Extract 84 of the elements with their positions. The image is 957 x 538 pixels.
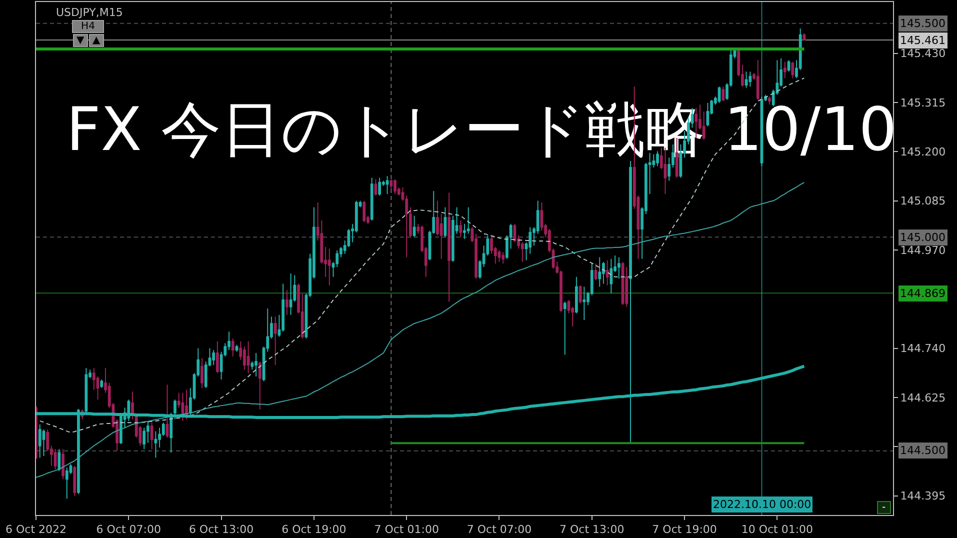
x-tick-label: 10 Oct 01:00 (741, 523, 814, 536)
candlestick (582, 286, 586, 321)
candlestick (598, 256, 602, 288)
candlestick (617, 256, 620, 280)
x-tick-label: 2022.10.10 00:00 (713, 498, 812, 511)
candlestick (150, 422, 154, 450)
ref-line-label: 144.500 (900, 444, 946, 457)
candlestick (274, 316, 277, 366)
candlestick (374, 178, 378, 196)
annotation: ▼ (76, 35, 84, 46)
candlestick (38, 424, 42, 458)
text: - (882, 502, 886, 513)
candlestick (84, 367, 88, 414)
candlestick (131, 390, 134, 420)
candlestick (390, 178, 393, 190)
x-tick-label: 7 Oct 01:00 (374, 523, 439, 536)
candlestick (62, 448, 64, 480)
candlestick (282, 283, 285, 332)
candlestick (285, 290, 288, 316)
candlestick (154, 430, 158, 458)
candlestick (58, 448, 61, 472)
ref-line-label: 145.500 (900, 17, 946, 30)
candlestick (328, 248, 331, 286)
candlestick (444, 206, 447, 238)
candlestick (254, 352, 258, 377)
y-tick-label: 144.970 (900, 244, 946, 257)
x-tick-label: 7 Oct 07:00 (466, 523, 532, 536)
line-series (36, 182, 805, 478)
chart-subtitle: USDJPY,M15 (56, 6, 123, 19)
annotation: H4 (81, 21, 95, 32)
candlestick (362, 200, 366, 223)
y-tick-label: 145.430 (900, 47, 946, 60)
candlestick (54, 448, 57, 470)
candlestick (748, 71, 752, 88)
candlestick (459, 220, 462, 238)
candlestick (212, 349, 216, 366)
y-tick-label: 145.200 (900, 145, 946, 158)
candlestick (235, 344, 238, 352)
ref-line-label: 144.869 (900, 287, 946, 300)
y-tick-label: 145.315 (900, 96, 946, 110)
y-tick-label: 145.085 (900, 194, 946, 208)
candlestick (412, 215, 416, 238)
candlestick (602, 261, 605, 284)
candlestick (791, 61, 794, 79)
y-tick-label: 144.740 (900, 342, 946, 356)
candlestick (578, 284, 582, 304)
candlestick (498, 250, 501, 262)
candlestick (783, 61, 786, 79)
candlestick (289, 272, 292, 316)
candlestick (246, 340, 250, 374)
candlestick (606, 260, 609, 286)
candlestick (744, 71, 748, 88)
candlestick (216, 340, 219, 374)
candlestick (65, 467, 68, 500)
candlestick (386, 175, 389, 194)
candlestick (394, 178, 396, 194)
candlestick (378, 177, 382, 196)
y-tick-label: 144.625 (900, 391, 946, 404)
candlestick (370, 177, 374, 221)
candlestick (181, 392, 184, 422)
candlestick (575, 276, 578, 314)
candlestick (594, 263, 598, 281)
x-tick-label: 6 Oct 07:00 (96, 523, 162, 536)
candlestick (563, 301, 566, 356)
candlestick (166, 384, 169, 438)
candlestick (185, 389, 188, 420)
annotation: ▲ (92, 35, 100, 46)
candlestick (73, 465, 76, 496)
candlestick (610, 258, 613, 294)
x-tick-label: 7 Oct 19:00 (652, 523, 717, 536)
x-tick-label: 6 Oct 13:00 (188, 523, 254, 536)
candlestick (448, 192, 450, 302)
candlestick (200, 358, 204, 389)
candlestick (100, 378, 104, 389)
ref-line-label: 145.000 (900, 231, 946, 244)
x-tick-label: 7 Oct 13:00 (560, 523, 624, 536)
candlestick (756, 60, 760, 100)
y-tick-label: 144.395 (900, 490, 946, 503)
candlestick (258, 361, 262, 410)
candlestick (231, 338, 234, 357)
x-tick-label: 6 Oct 19:00 (282, 523, 346, 536)
candlestick (502, 252, 505, 264)
x-tick-label: 6 Oct 2022 (5, 523, 67, 536)
ref-line-label: 145.461 (900, 34, 946, 47)
